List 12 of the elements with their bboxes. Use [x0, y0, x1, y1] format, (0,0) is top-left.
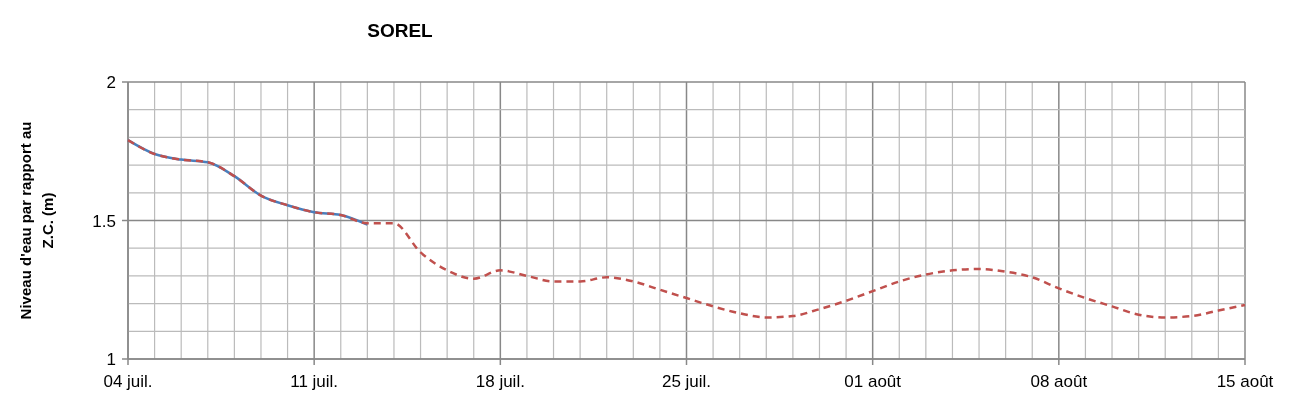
- x-tick-label: 18 juil.: [475, 372, 525, 391]
- y-axis-title: Niveau d'eau par rapport au Z.C. (m): [17, 121, 56, 320]
- y-tick-label: 1.5: [92, 211, 116, 231]
- x-tick-label: 04 juil.: [103, 372, 153, 391]
- x-tick-label: 15 août: [1216, 372, 1274, 391]
- x-tick-label: 01 août: [844, 372, 902, 391]
- x-tick-label: 08 août: [1030, 372, 1088, 391]
- chart-title: SOREL: [367, 20, 434, 41]
- x-tick-label: 11 juil.: [290, 372, 339, 391]
- y-tick-label: 2: [106, 73, 116, 92]
- y-tick-label: 1: [106, 350, 116, 369]
- x-tick-label: 25 juil.: [661, 372, 712, 391]
